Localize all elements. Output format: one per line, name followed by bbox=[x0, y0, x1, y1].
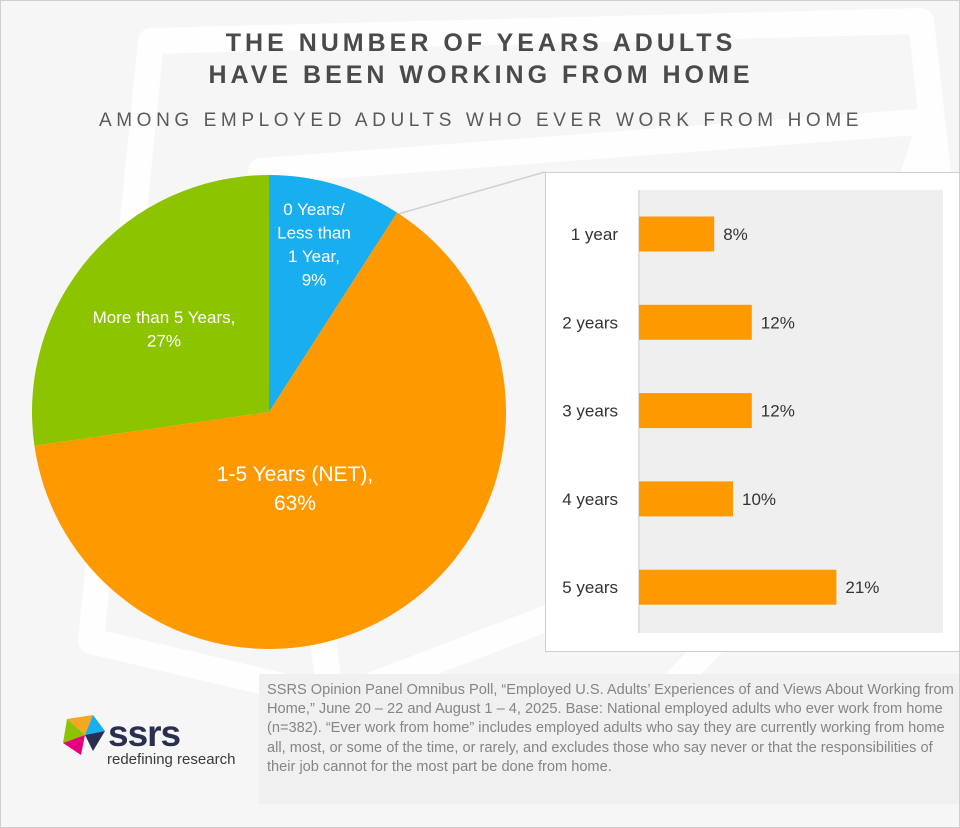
source-note: SSRS Opinion Panel Omnibus Poll, “Employ… bbox=[259, 674, 959, 804]
bar-category-label: 2 years bbox=[562, 313, 618, 332]
logo-mark-icon bbox=[63, 715, 105, 755]
bar-category-label: 1 year bbox=[571, 225, 619, 244]
bar-value-label: 12% bbox=[761, 402, 795, 421]
bar bbox=[639, 569, 837, 605]
bar-value-label: 21% bbox=[845, 578, 879, 597]
chart-title-line-1: THE NUMBER OF YEARS ADULTS bbox=[225, 29, 737, 57]
pie-slice-label: 0 Years/Less than 1 Year, 9% bbox=[277, 200, 351, 289]
bar-category-label: 3 years bbox=[562, 402, 618, 421]
pie-slice bbox=[34, 212, 506, 650]
pie-chart: 0 Years/Less than 1 Year, 9% 1-5 Years (NET… bbox=[32, 175, 506, 650]
chart-subtitle: AMONG EMPLOYED ADULTS WHO EVER WORK FROM… bbox=[98, 110, 864, 131]
chart-title-line-2: HAVE BEEN WORKING FROM HOME bbox=[208, 61, 754, 89]
bar-category-label: 5 years bbox=[562, 578, 618, 597]
ssrs-logo: ssrs redefining research bbox=[63, 713, 263, 773]
bar-value-label: 8% bbox=[723, 225, 748, 244]
bar bbox=[639, 304, 752, 340]
bar-category-label: 4 years bbox=[562, 490, 618, 509]
logo-wordmark: ssrs bbox=[108, 713, 181, 754]
pie-callout-line bbox=[397, 171, 546, 215]
bar bbox=[639, 481, 733, 517]
bar-value-label: 10% bbox=[742, 490, 776, 509]
logo-tagline: redefining research bbox=[107, 751, 236, 768]
bar bbox=[639, 216, 715, 252]
bar-chart: 1 year 8% 2 years 12% 3 years 12% 4 years 10% 5 … bbox=[562, 190, 879, 633]
bar bbox=[639, 393, 752, 429]
pie-slice-label: 1-5 Years (NET), 63% bbox=[217, 463, 373, 515]
bar-value-label: 12% bbox=[761, 313, 795, 332]
pie-slice bbox=[269, 175, 398, 412]
pie-slice-label: More than 5 Years, 27% bbox=[93, 308, 236, 350]
pie-slice bbox=[32, 175, 270, 446]
